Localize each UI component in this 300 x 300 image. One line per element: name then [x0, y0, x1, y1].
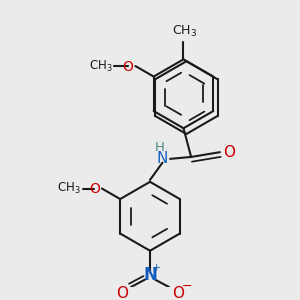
Text: −: − [182, 280, 193, 293]
Text: N: N [143, 266, 157, 284]
Text: H: H [154, 141, 164, 154]
Text: O: O [223, 145, 235, 160]
Text: CH$_3$: CH$_3$ [57, 181, 81, 196]
Text: O: O [89, 182, 100, 196]
Text: O: O [116, 286, 128, 300]
Text: O: O [123, 60, 134, 74]
Text: CH$_3$: CH$_3$ [89, 58, 112, 74]
Text: N: N [157, 152, 168, 166]
Text: O: O [172, 286, 184, 300]
Text: +: + [152, 263, 161, 273]
Text: CH$_3$: CH$_3$ [172, 24, 197, 39]
